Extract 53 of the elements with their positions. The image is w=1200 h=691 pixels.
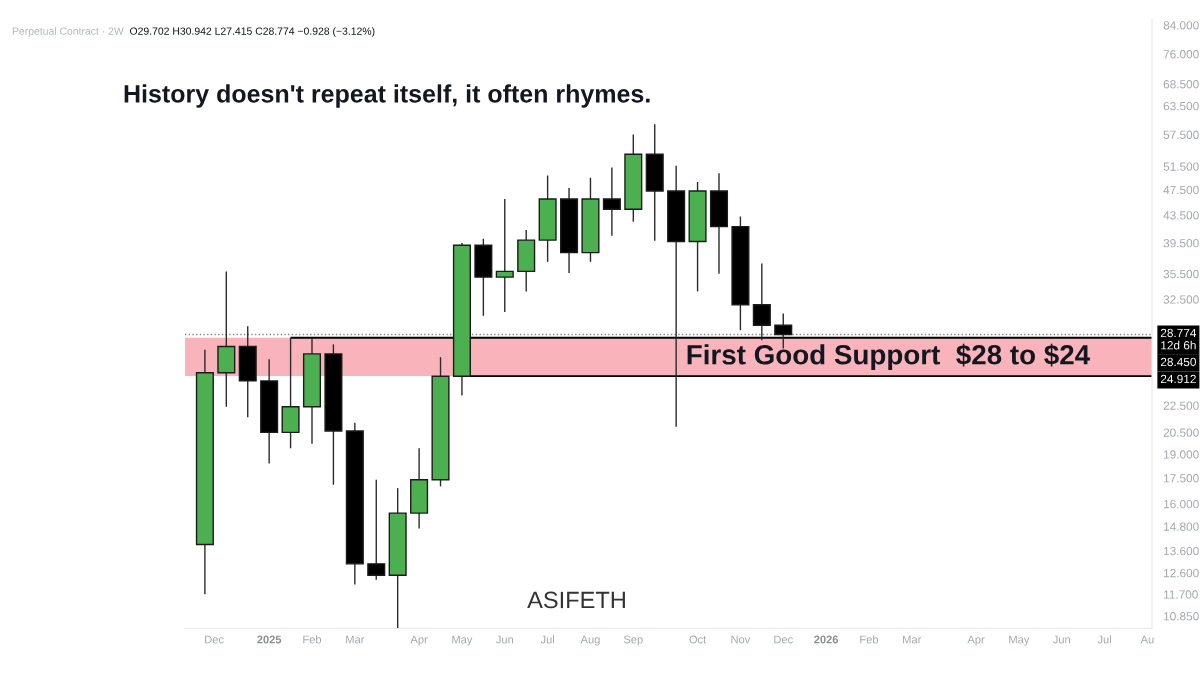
y-tick-label: 35.500 <box>1163 269 1199 279</box>
y-tick-label: 84.000 <box>1163 21 1199 30</box>
x-tick-label: Aug <box>580 635 600 646</box>
x-tick-label: Sep <box>623 635 643 646</box>
y-tick-label: 19.000 <box>1164 450 1199 459</box>
x-tick-label: May <box>1009 635 1030 646</box>
y-tick-label: 32.500 <box>1163 295 1199 304</box>
x-tick-label: Jul <box>1097 635 1111 644</box>
y-tick-label: 63.500 <box>1163 101 1199 111</box>
y-tick-label: 17.500 <box>1164 474 1199 483</box>
y-tick-label: 51.500 <box>1163 162 1199 171</box>
y-tick-label: 76.000 <box>1163 50 1199 59</box>
ref-line-label: 28.774 12d 6h <box>1160 328 1197 350</box>
x-tick-label: Au <box>1140 635 1154 644</box>
candlestick <box>495 198 514 313</box>
text: History doesn't repeat itself, it often rhymes. <box>124 84 650 108</box>
y-tick-label: 14.800 <box>1164 522 1199 531</box>
candlestick <box>367 479 386 581</box>
x-tick-label: Mar <box>346 635 365 644</box>
annotation: O29.702 H30.942 L27.415 C28.774 −0.928 (−3.12%) <box>129 27 375 37</box>
x-tick-label: May <box>452 635 473 646</box>
x-tick-label: 2026 <box>814 635 839 644</box>
x-tick-label: Dec <box>774 635 793 644</box>
x-tick-label: 2025 <box>257 635 282 644</box>
y-tick-label: 16.000 <box>1164 499 1199 509</box>
y-tick-label: 10.850 <box>1164 612 1199 621</box>
data-label: 28.450 <box>1160 357 1196 367</box>
x-tick-label: Apr <box>410 635 428 646</box>
y-tick-label: 13.600 <box>1164 546 1199 556</box>
data-label: 24.912 <box>1160 374 1196 384</box>
y-tick-label: 22.500 <box>1163 401 1199 410</box>
y-tick-label: 47.500 <box>1163 185 1199 195</box>
y-tick-label: 20.500 <box>1163 428 1199 437</box>
y-tick-label: 68.500 <box>1163 80 1199 89</box>
band-label: First Good Support $28 to $24 <box>687 343 1090 371</box>
x-tick-label: Feb <box>860 635 879 644</box>
y-tick-label: 12.600 <box>1164 568 1199 578</box>
y-tick-label: 43.500 <box>1163 211 1199 220</box>
y-tick-label: 11.700 <box>1164 590 1198 599</box>
y-tick-label: 39.500 <box>1163 239 1199 248</box>
x-tick-label: Oct <box>689 635 707 644</box>
annotation: ASIFETH <box>527 591 625 609</box>
x-tick-label: Jul <box>540 635 554 644</box>
candlestick <box>602 166 621 237</box>
x-tick-label: Nov <box>731 635 751 644</box>
x-tick-label: Jun <box>1052 635 1070 644</box>
y-tick-label: 57.500 <box>1163 130 1199 139</box>
x-tick-label: Jun <box>496 635 514 644</box>
x-tick-label: Dec <box>205 635 224 644</box>
x-tick-label: Apr <box>967 635 985 646</box>
x-tick-label: Mar <box>903 635 922 644</box>
x-tick-label: Feb <box>303 635 322 644</box>
text: Perpetual Contract · 2W <box>12 27 124 37</box>
